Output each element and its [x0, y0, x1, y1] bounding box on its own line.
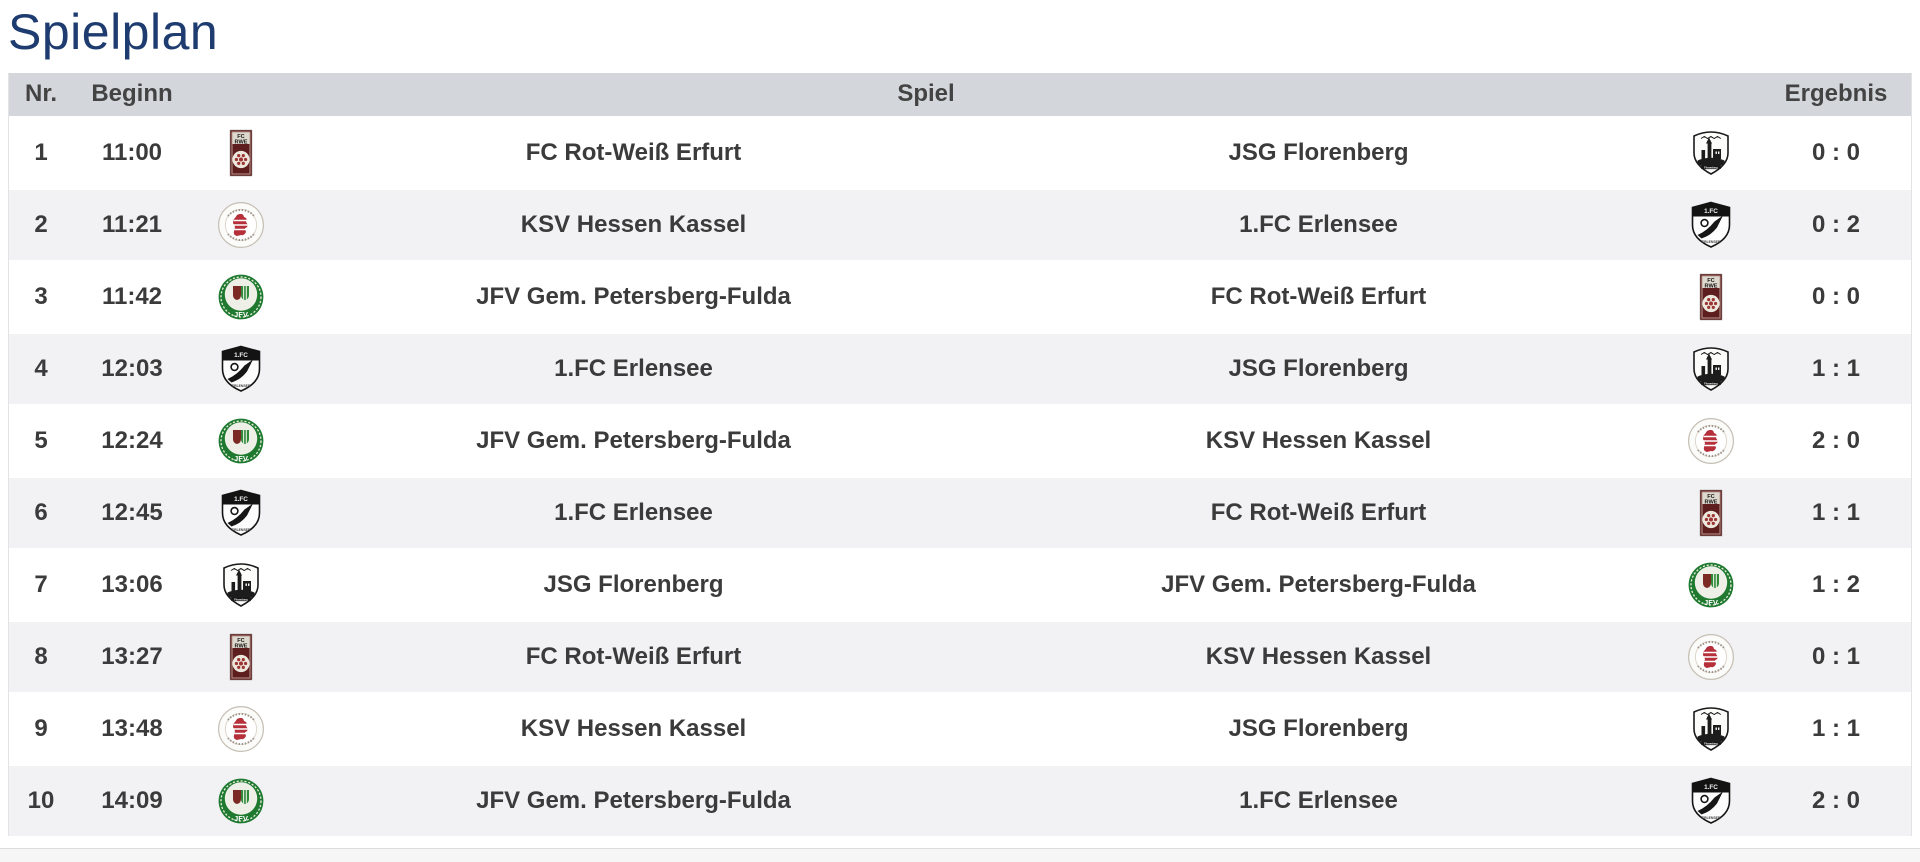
match-row[interactable]: 7 13:06 JSG Florenberg JFV Gem. Petersbe… [9, 549, 1911, 620]
club-logo-florenberg [1687, 345, 1735, 393]
match-number: 10 [27, 786, 55, 814]
match-number: 1 [34, 138, 48, 166]
match-time: 13:48 [101, 714, 163, 742]
column-header-spiel: Spiel [897, 80, 955, 107]
match-time: 14:09 [101, 786, 163, 814]
home-team-name: JFV Gem. Petersberg-Fulda [476, 426, 791, 454]
match-number: 9 [34, 714, 48, 742]
match-score: 1 : 1 [1811, 714, 1861, 742]
club-logo-rwe [1687, 273, 1735, 321]
match-row[interactable]: 4 12:03 1.FC Erlensee JSG Florenberg 1 :… [9, 333, 1911, 404]
match-row[interactable]: 6 12:45 1.FC Erlensee FC Rot-Weiß Erfurt… [9, 477, 1911, 548]
away-team-name: JSG Florenberg [1228, 714, 1409, 742]
away-team-name: KSV Hessen Kassel [1205, 642, 1432, 670]
match-number: 8 [34, 642, 48, 670]
match-row[interactable]: 9 13:48 KSV Hessen Kassel JSG Florenberg… [9, 693, 1911, 764]
away-team-name: JSG Florenberg [1228, 354, 1409, 382]
home-team-name: JFV Gem. Petersberg-Fulda [476, 282, 791, 310]
club-logo-jfv [1687, 561, 1735, 609]
match-time: 13:27 [101, 642, 163, 670]
page-title: Spielplan [8, 4, 219, 60]
match-score: 0 : 1 [1811, 642, 1861, 670]
match-time: 12:45 [101, 498, 163, 526]
match-time: 11:42 [101, 282, 163, 310]
match-time: 11:21 [101, 210, 163, 238]
home-team-name: 1.FC Erlensee [554, 354, 713, 382]
home-team-name: JFV Gem. Petersberg-Fulda [476, 786, 791, 814]
home-team-name: FC Rot-Weiß Erfurt [525, 642, 742, 670]
away-team-name: JFV Gem. Petersberg-Fulda [1161, 570, 1476, 598]
club-logo-erlensee [1687, 201, 1735, 249]
club-logo-ksv [1687, 417, 1735, 465]
match-score: 2 : 0 [1811, 426, 1861, 454]
match-number: 5 [34, 426, 48, 454]
match-row[interactable]: 10 14:09 JFV Gem. Petersberg-Fulda 1.FC … [9, 765, 1911, 836]
match-time: 12:03 [101, 354, 163, 382]
match-score: 0 : 0 [1811, 282, 1861, 310]
home-team-name: FC Rot-Weiß Erfurt [525, 138, 742, 166]
club-logo-ksv [1687, 633, 1735, 681]
column-header-nr: Nr. [24, 80, 57, 107]
club-logo-jfv [217, 417, 265, 465]
match-number: 2 [34, 210, 48, 238]
column-header-ergebnis: Ergebnis [1784, 80, 1888, 107]
match-row[interactable]: 5 12:24 JFV Gem. Petersberg-Fulda KSV He… [9, 405, 1911, 476]
match-score: 0 : 2 [1811, 210, 1861, 238]
away-team-name: FC Rot-Weiß Erfurt [1210, 282, 1427, 310]
match-score: 0 : 0 [1811, 138, 1861, 166]
match-time: 13:06 [101, 570, 163, 598]
home-team-name: KSV Hessen Kassel [520, 210, 747, 238]
home-team-name: 1.FC Erlensee [554, 498, 713, 526]
match-number: 3 [34, 282, 48, 310]
club-logo-jfv [217, 273, 265, 321]
column-header-beginn: Beginn [91, 80, 173, 107]
match-time: 11:00 [101, 138, 163, 166]
club-logo-rwe [1687, 489, 1735, 537]
match-score: 1 : 2 [1811, 570, 1861, 598]
club-logo-rwe [217, 129, 265, 177]
match-row[interactable]: 2 11:21 KSV Hessen Kassel 1.FC Erlensee … [9, 189, 1911, 260]
match-row[interactable]: 3 11:42 JFV Gem. Petersberg-Fulda FC Rot… [9, 261, 1911, 332]
match-row[interactable]: 8 13:27 FC Rot-Weiß Erfurt KSV Hessen Ka… [9, 621, 1911, 692]
club-logo-erlensee [1687, 777, 1735, 825]
away-team-name: KSV Hessen Kassel [1205, 426, 1432, 454]
match-number: 7 [34, 570, 48, 598]
match-score: 1 : 1 [1811, 498, 1861, 526]
away-team-name: 1.FC Erlensee [1239, 210, 1398, 238]
away-team-name: 1.FC Erlensee [1239, 786, 1398, 814]
club-logo-erlensee [217, 489, 265, 537]
club-logo-florenberg [1687, 129, 1735, 177]
away-team-name: FC Rot-Weiß Erfurt [1210, 498, 1427, 526]
match-row[interactable]: 1 11:00 FC Rot-Weiß Erfurt JSG Florenber… [9, 117, 1911, 188]
table-header-row: Nr. Beginn Spiel Ergebnis [9, 72, 1911, 116]
club-logo-florenberg [217, 561, 265, 609]
club-logo-erlensee [217, 345, 265, 393]
club-logo-rwe [217, 633, 265, 681]
match-time: 12:24 [101, 426, 163, 454]
away-team-name: JSG Florenberg [1228, 138, 1409, 166]
club-logo-ksv [217, 705, 265, 753]
schedule-table: Nr. Beginn Spiel Ergebnis 1 11:00 FC Rot… [8, 72, 1912, 836]
club-logo-jfv [217, 777, 265, 825]
schedule-rows: 1 11:00 FC Rot-Weiß Erfurt JSG Florenber… [9, 117, 1911, 836]
match-number: 4 [34, 354, 48, 382]
home-team-name: KSV Hessen Kassel [520, 714, 747, 742]
home-team-name: JSG Florenberg [543, 570, 724, 598]
club-logo-ksv [217, 201, 265, 249]
match-score: 1 : 1 [1811, 354, 1861, 382]
match-score: 2 : 0 [1811, 786, 1861, 814]
match-number: 6 [34, 498, 48, 526]
club-logo-florenberg [1687, 705, 1735, 753]
